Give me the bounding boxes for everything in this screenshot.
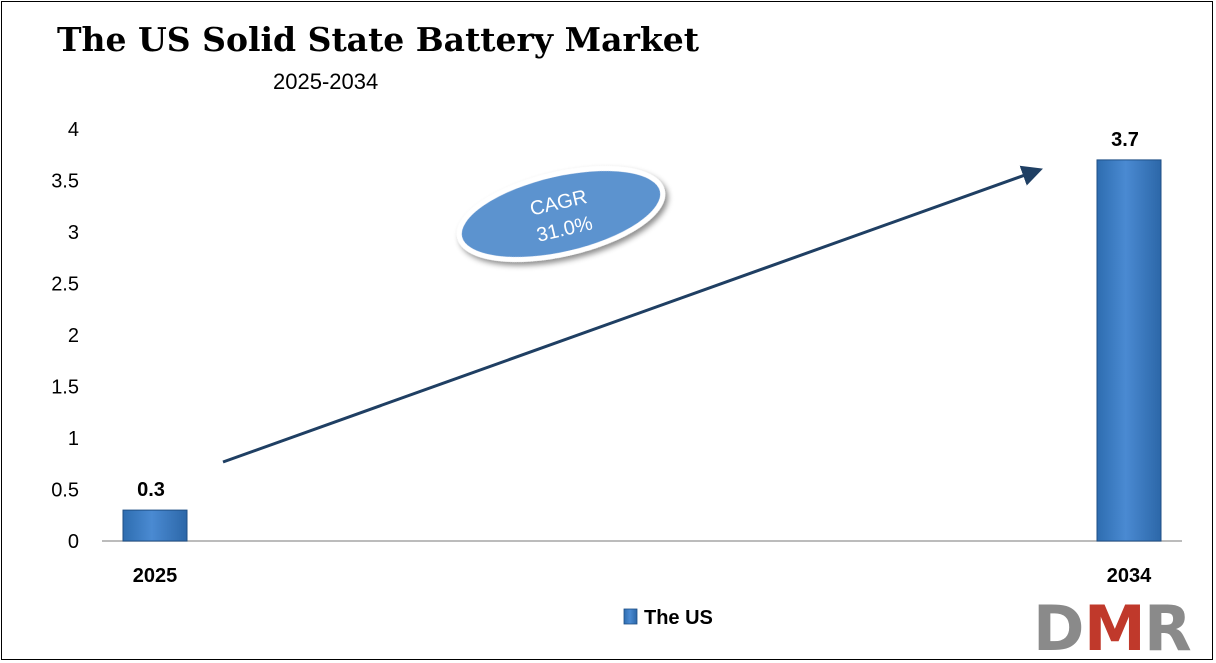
chart-subtitle: 2025-2034 [273,69,378,94]
trend-arrow [222,165,1043,464]
bar-2034 [1096,159,1162,542]
bar-series [122,159,1162,542]
y-tick-label: 0 [68,531,79,553]
x-tick-label: 2025 [133,565,178,587]
cagr-ellipse [456,166,666,262]
y-tick-label: 4 [68,119,79,141]
data-label-2025: 0.3 [137,479,165,501]
y-tick-label: 1.5 [51,377,79,399]
y-tick-label: 2.5 [51,274,79,296]
y-tick-label: 3 [68,222,79,244]
x-axis-ticks: 2025 2034 [133,565,1152,587]
legend-swatch [623,608,638,625]
data-label-2034: 3.7 [1111,129,1139,151]
logo-letter-m: M [1084,592,1146,661]
y-tick-label: 0.5 [51,480,79,502]
logo-letter-d: D [1033,592,1084,661]
x-tick-label: 2034 [1107,565,1152,587]
y-tick-label: 2 [68,325,79,347]
data-labels: 0.3 3.7 [137,129,1139,501]
bar-2025 [122,509,188,542]
legend-label: The US [644,607,713,629]
cagr-badge: CAGR 31.0% [456,166,666,262]
y-tick-label: 3.5 [51,171,79,193]
legend: The US [623,607,713,629]
dmr-logo: D M R [1033,592,1192,661]
logo-letter-r: R [1144,592,1192,661]
y-axis-ticks: 0 0.5 1 1.5 2 2.5 3 3.5 4 [51,119,79,553]
chart-title: The US Solid State Battery Market [57,20,700,59]
y-tick-label: 1 [68,428,79,450]
